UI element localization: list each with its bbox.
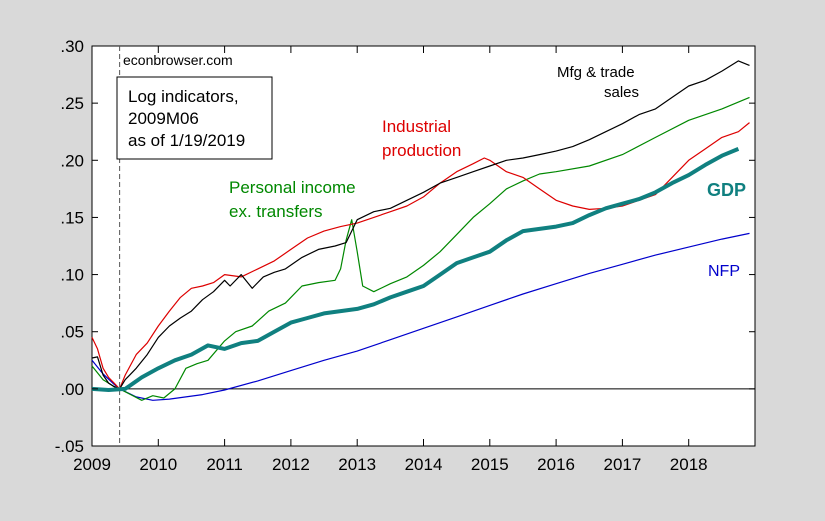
x-tick-label: 2013: [338, 455, 376, 474]
y-tick-label: .00: [60, 380, 84, 399]
series-line-0: [91, 60, 750, 390]
series-label-3: GDP: [707, 180, 746, 200]
info-box-line: 2009M06: [128, 109, 199, 128]
x-tick-label: 2012: [272, 455, 310, 474]
series-label-2: Personal income ex. transfers: [229, 178, 356, 221]
x-tick-label: 2009: [73, 455, 111, 474]
series-line-1: [91, 122, 750, 390]
y-tick-label: .20: [60, 151, 84, 170]
x-tick-label: 2018: [670, 455, 708, 474]
x-tick-label: 2010: [139, 455, 177, 474]
info-box-line: as of 1/19/2019: [128, 131, 245, 150]
y-tick-label: -.05: [55, 437, 84, 456]
info-box-frame: [116, 76, 273, 160]
x-tick-label: 2011: [206, 455, 243, 474]
info-box: Log indicators, 2009M06 as of 1/19/2019: [116, 76, 273, 160]
series-line-3: [91, 147, 740, 392]
source-label: econbrowser.com: [123, 52, 233, 68]
info-box-line: Log indicators,: [128, 87, 239, 106]
y-tick-label: .15: [60, 208, 84, 227]
x-tick-label: 2014: [405, 455, 443, 474]
series-label-0: Mfg & trade sales: [557, 64, 639, 101]
y-tick-label: .30: [60, 37, 84, 56]
series-line-2: [91, 96, 750, 401]
y-tick-label: .10: [60, 266, 84, 285]
y-tick-label: .05: [60, 323, 84, 342]
series-line-4: [91, 232, 750, 401]
x-tick-label: 2016: [537, 455, 575, 474]
series-label-1: Industrial production: [382, 117, 461, 160]
series-label-4: NFP: [708, 263, 740, 280]
x-tick-label: 2017: [603, 455, 641, 474]
x-tick-label: 2015: [471, 455, 509, 474]
y-tick-label: .25: [60, 94, 84, 113]
